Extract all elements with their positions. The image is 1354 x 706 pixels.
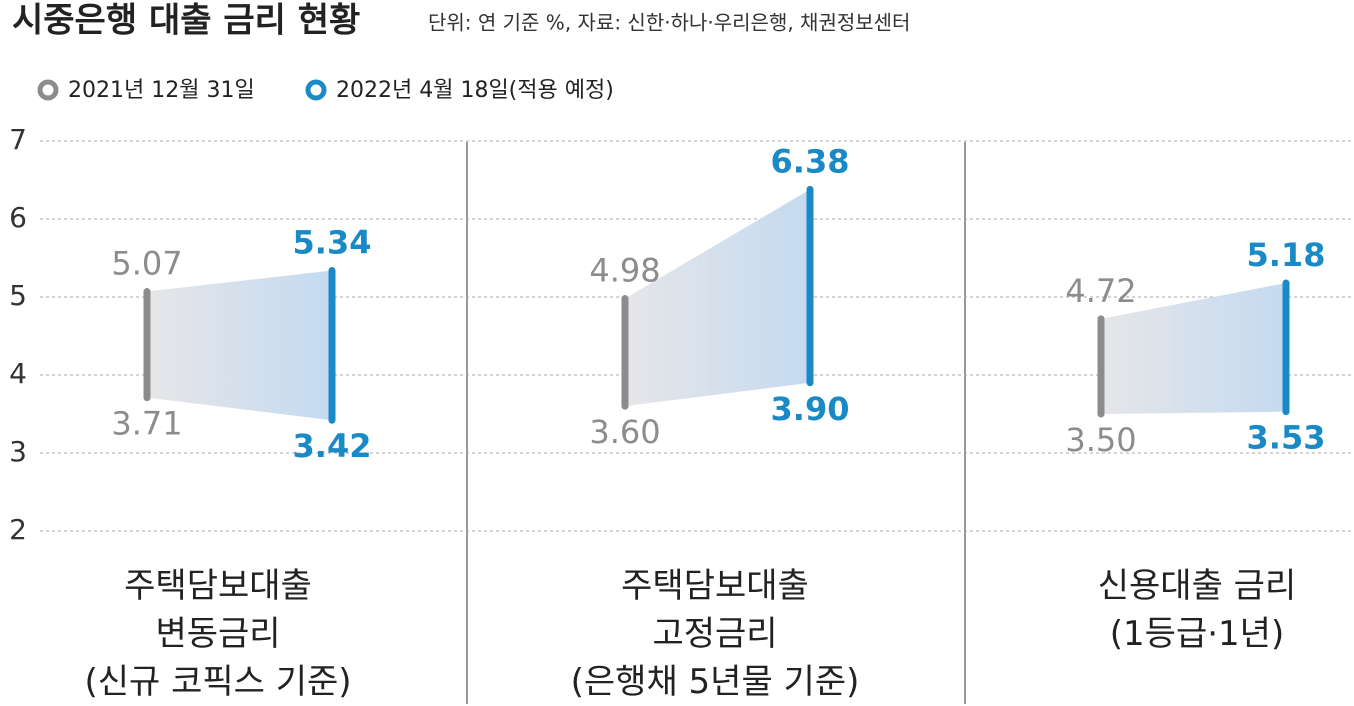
legend-label: 2021년 12월 31일 bbox=[68, 78, 255, 103]
y-tick-label: 4 bbox=[9, 357, 27, 390]
value-label: 3.53 bbox=[1247, 419, 1326, 457]
y-tick-label: 5 bbox=[9, 279, 27, 312]
chart-subtitle: 단위: 연 기준 %, 자료: 신한·하나·우리은행, 채권정보센터 bbox=[428, 11, 910, 35]
value-label: 3.50 bbox=[1065, 421, 1136, 459]
range-band bbox=[1101, 282, 1286, 414]
value-label: 5.18 bbox=[1247, 236, 1326, 274]
range-band bbox=[625, 189, 810, 407]
value-label: 3.42 bbox=[293, 427, 372, 465]
range-band bbox=[147, 270, 332, 421]
legend-marker bbox=[305, 79, 327, 101]
legend-label: 2022년 4월 18일(적용 예정) bbox=[336, 78, 614, 103]
chart-title: 시중은행 대출 금리 현황 bbox=[12, 1, 360, 41]
value-label: 3.60 bbox=[589, 413, 660, 451]
value-label: 5.34 bbox=[293, 223, 372, 261]
y-tick-label: 2 bbox=[9, 513, 27, 546]
category-label: 신용대출 금리 (1등급·1년) bbox=[1097, 566, 1297, 654]
y-tick-label: 7 bbox=[9, 123, 27, 156]
value-label: 3.90 bbox=[771, 390, 850, 428]
value-label: 4.72 bbox=[1065, 272, 1136, 310]
category-label: 주택담보대출 변동금리 (신규 코픽스 기준) bbox=[84, 566, 352, 702]
y-tick-label: 3 bbox=[9, 435, 27, 468]
legend-marker bbox=[37, 79, 59, 101]
category-label: 주택담보대출 고정금리 (은행채 5년물 기준) bbox=[570, 566, 860, 702]
value-label: 3.71 bbox=[111, 405, 182, 443]
value-label: 4.98 bbox=[589, 252, 660, 290]
value-label: 5.07 bbox=[111, 245, 182, 283]
value-label: 6.38 bbox=[771, 142, 850, 180]
y-tick-label: 6 bbox=[9, 201, 27, 234]
